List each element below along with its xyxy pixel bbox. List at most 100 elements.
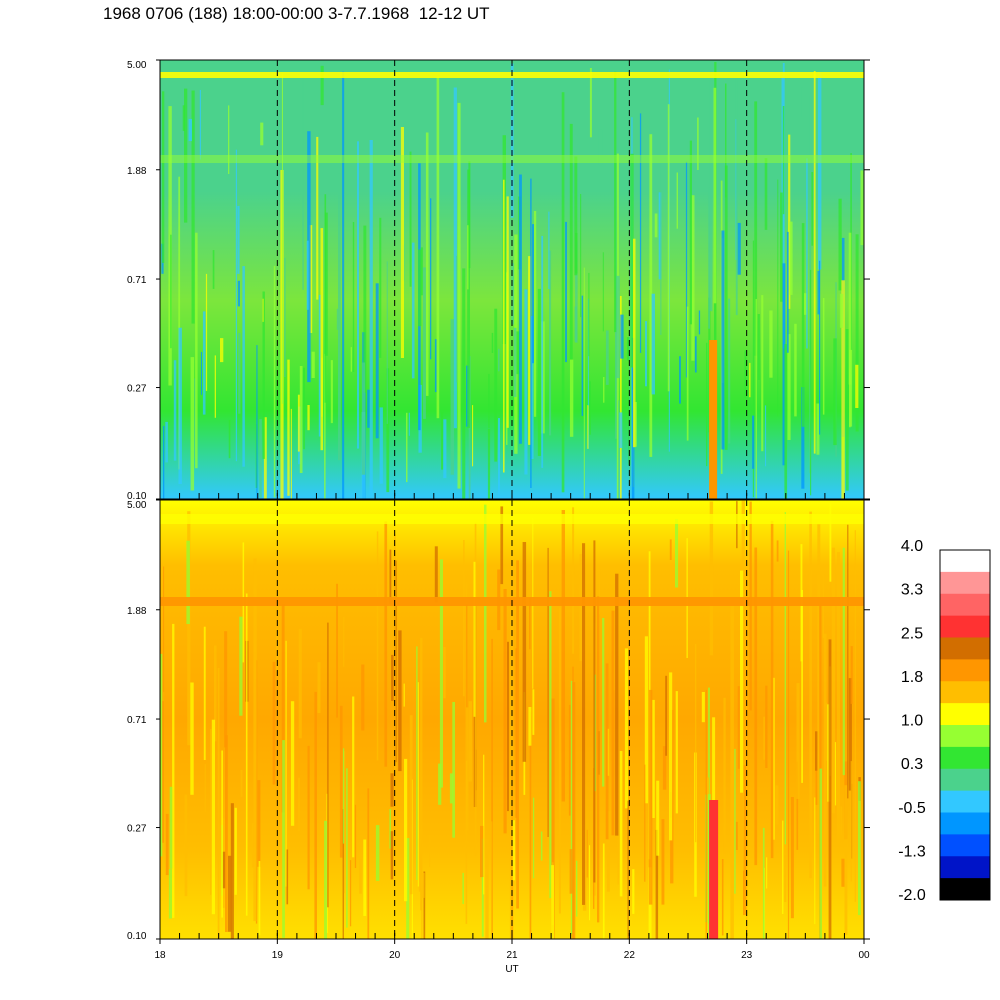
texture-stripe	[786, 231, 789, 353]
texture-stripe	[352, 696, 355, 858]
texture-stripe	[359, 858, 362, 894]
texture-stripe	[801, 387, 805, 489]
texture-stripe	[743, 676, 745, 871]
texture-stripe	[810, 269, 812, 496]
texture-stripe	[420, 247, 423, 296]
texture-stripe	[579, 554, 583, 662]
texture-stripe	[228, 855, 232, 932]
colorbar-label: 1.0	[901, 713, 923, 730]
texture-stripe	[404, 758, 408, 902]
panel-bottom-gridlines	[159, 500, 865, 939]
texture-stripe	[507, 641, 509, 812]
texture-stripe	[211, 719, 215, 915]
texture-stripe	[422, 873, 425, 898]
texture-stripe	[403, 683, 405, 707]
texture-stripe	[169, 786, 173, 869]
texture-stripe	[685, 161, 688, 378]
texture-stripe	[730, 600, 734, 939]
texture-stripe	[602, 618, 605, 787]
texture-stripe	[230, 803, 234, 939]
texture-stripe	[238, 332, 241, 414]
texture-stripe	[516, 331, 520, 375]
texture-stripe	[178, 327, 182, 484]
texture-stripe	[491, 821, 493, 939]
texture-stripe	[572, 682, 576, 939]
texture-stripe	[488, 373, 490, 429]
texture-stripe	[498, 348, 500, 372]
texture-stripe	[806, 158, 808, 349]
texture-stripe	[660, 143, 662, 335]
texture-stripe	[817, 270, 820, 315]
texture-stripe	[765, 405, 767, 467]
texture-stripe	[583, 267, 585, 499]
texture-stripe	[838, 198, 842, 291]
x-tick-label: 21	[506, 950, 518, 961]
texture-stripe	[317, 662, 321, 713]
texture-stripe	[787, 550, 790, 939]
texture-stripe	[721, 230, 725, 450]
texture-stripe	[529, 598, 531, 650]
texture-stripe	[406, 412, 408, 483]
texture-stripe	[694, 336, 697, 373]
texture-stripe	[850, 761, 852, 882]
texture-stripe	[669, 672, 673, 841]
texture-stripe	[195, 232, 198, 469]
panel-top-y-ticks: 5.00 1.88 0.71 0.27 0.10	[127, 59, 870, 502]
texture-stripe	[831, 547, 836, 814]
texture-stripe	[327, 622, 329, 908]
texture-stripe	[765, 685, 768, 768]
texture-stripe	[589, 381, 591, 435]
texture-stripe	[633, 238, 636, 448]
texture-stripe	[648, 689, 653, 905]
texture-stripe	[752, 415, 755, 469]
texture-stripe	[780, 192, 783, 302]
texture-stripe	[782, 820, 784, 914]
texture-stripe	[239, 616, 243, 716]
texture-stripe	[540, 831, 543, 861]
texture-stripe	[237, 280, 240, 307]
texture-stripe	[188, 118, 192, 142]
bottom-band-5mhz	[160, 514, 864, 524]
panel-bottom-spectrogram: 5.00 1.88 0.71 0.27 0.10 18 19 20 21 22 23 00 UT	[127, 499, 870, 975]
texture-stripe	[463, 540, 465, 697]
texture-stripe	[602, 843, 605, 939]
colorbar-swatch	[940, 593, 990, 617]
texture-stripe	[287, 359, 290, 496]
x-tick-label: 19	[272, 950, 284, 961]
texture-stripe	[744, 350, 747, 399]
texture-stripe	[235, 149, 237, 462]
colorbar-swatch	[940, 856, 990, 879]
texture-stripe	[513, 327, 517, 397]
texture-stripe	[160, 653, 163, 857]
texture-stripe	[314, 691, 317, 939]
texture-stripe	[170, 234, 172, 349]
texture-stripe	[654, 213, 658, 238]
texture-stripe	[854, 530, 856, 902]
texture-stripe	[695, 644, 697, 843]
y-tick-label: 5.00	[127, 500, 147, 511]
texture-stripe	[847, 524, 849, 799]
texture-stripe	[605, 663, 609, 840]
bottom-vertical-burst	[709, 800, 719, 939]
texture-stripe	[754, 547, 758, 866]
texture-stripe	[822, 298, 825, 415]
texture-stripe	[834, 742, 837, 806]
texture-stripe	[624, 648, 628, 809]
texture-stripe	[787, 334, 791, 440]
chart-title: 1968 0706 (188) 18:00-00:00 3-7.7.1968 1…	[103, 4, 490, 23]
texture-stripe	[251, 823, 254, 868]
texture-stripe	[259, 419, 262, 498]
texture-stripe	[616, 275, 620, 379]
texture-stripe	[367, 788, 370, 939]
texture-stripe	[570, 680, 573, 934]
texture-stripe	[342, 809, 344, 939]
y-tick-label: 0.27	[127, 824, 147, 835]
texture-stripe	[324, 353, 326, 499]
colorbar-swatch	[940, 834, 990, 857]
texture-stripe	[511, 263, 514, 325]
texture-stripe	[339, 705, 343, 858]
texture-stripe	[284, 257, 286, 377]
texture-stripe	[434, 546, 438, 603]
texture-stripe	[533, 797, 535, 879]
texture-stripe	[551, 865, 554, 939]
